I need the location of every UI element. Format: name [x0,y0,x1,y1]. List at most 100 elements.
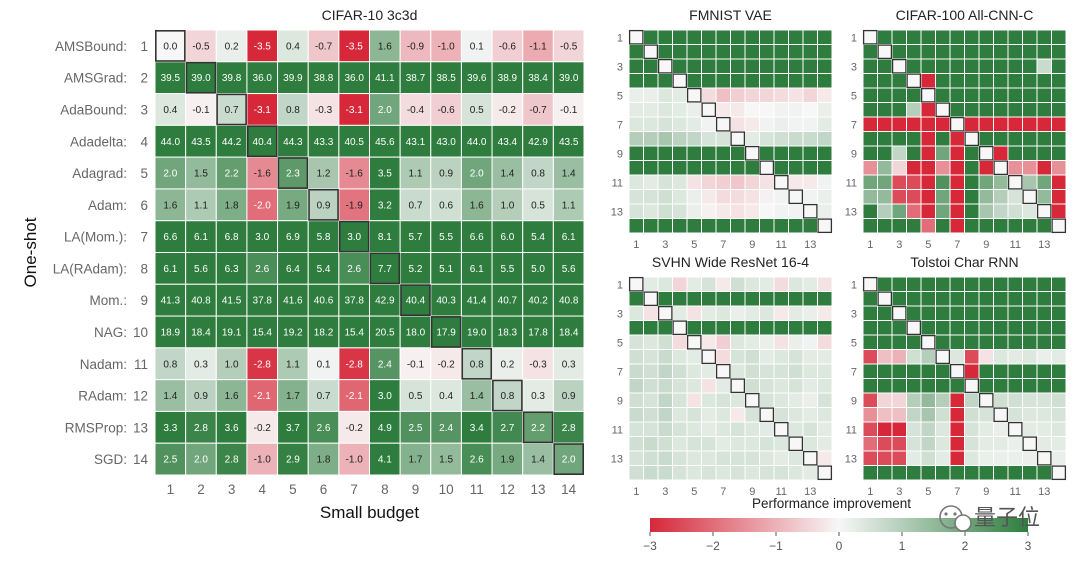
panel-cell [1007,349,1023,365]
panel-y-tick: 7 [851,366,857,378]
panel-cell [1022,276,1038,292]
panel-cell [657,203,673,219]
col-label: 12 [500,482,515,497]
panel-cell [1007,392,1023,408]
col-label: 9 [412,482,420,497]
panel-cell [773,349,789,365]
panel-diagonal [920,334,936,350]
panel-cell [730,174,746,190]
panel-cell [1007,73,1023,89]
panel-cell [935,203,951,219]
heatmap-cell [369,379,401,412]
panel-cell [978,218,994,234]
cell-value: 37.8 [253,296,273,307]
panel-cell [877,421,893,437]
panel-cell [817,392,833,408]
heatmap-cell [338,61,371,95]
panel-y-tick: 5 [851,90,857,102]
panel-cell [628,450,644,466]
cell-value: 3.6 [225,423,239,434]
col-label: 4 [258,482,266,497]
panel-cell [1007,44,1023,60]
panel-cell [715,421,731,437]
panel-cell [788,305,804,321]
panel-cell [964,276,980,292]
cell-value: 39.5 [161,73,181,84]
panel-cell [672,378,688,394]
row-label: Adagrad: [72,166,127,181]
row-label: SGD: [94,452,127,467]
cell-value: 18.3 [498,327,518,338]
panel-cell [672,102,688,118]
row-number: 1 [140,39,148,54]
diagonal-highlight [400,284,431,317]
diagonal-highlight [461,347,493,380]
panel-cell [701,29,717,45]
heatmap-cell [399,124,432,158]
panel-cell [773,407,789,423]
panel-cell [672,116,688,132]
panel-cell [773,363,789,379]
panel-cell [672,58,688,74]
panel-cell [935,334,951,350]
panel-cell [759,189,775,205]
panel-diagonal [686,87,702,103]
panel-cell [701,58,717,74]
panel-cell [759,174,775,190]
panel-cell [1022,421,1038,437]
panel-x-tick: 5 [691,486,697,498]
panel-cell [949,378,965,394]
panel-cell [715,320,731,336]
col-label: 6 [320,482,328,497]
heatmap-cell [460,442,493,476]
panel-cell [993,174,1009,190]
panel-cell [906,305,922,321]
cell-value: 41.3 [161,296,181,307]
panel-cell [788,450,804,466]
cell-value: 0.4 [286,41,300,52]
panel-cell [906,392,922,408]
panel-cell [701,378,717,394]
colorbar-ticks: −3 −2 −1 0 1 2 3 [643,532,1032,553]
panel-cell [920,349,936,365]
panel-cell [949,44,965,60]
heatmap-cell [338,442,371,476]
panel-cell [672,145,688,161]
panel-cell [891,363,907,379]
heatmap-cell [215,156,248,190]
cell-value: -3.1 [346,105,364,116]
panel-cell [715,334,731,350]
panel-cell [978,305,994,321]
cell-value: 2.4 [439,423,453,434]
panel-cell [788,363,804,379]
heatmap-cell [552,283,585,317]
panel-diagonal [686,334,702,350]
cell-value: 1.4 [163,391,177,402]
heatmap-cell [399,347,432,381]
cell-value: 39.9 [283,73,303,84]
panel-cell [788,218,804,234]
panel-cell [964,29,980,45]
panel-cell [906,407,922,423]
panel-cell [949,320,965,336]
panel-y-tick: 11 [846,177,857,189]
panel-cell [964,450,980,466]
panel-cell [891,87,907,103]
panel-y-tick: 11 [612,424,623,436]
panel-cell [1051,174,1067,190]
heatmap-cell [277,252,309,285]
panel-cell [1007,131,1023,147]
panel-cell [1051,334,1067,350]
heatmap-cell [338,188,371,222]
panel-cell [744,305,760,321]
cell-value: 6.9 [286,232,300,243]
panel-cell [1036,450,1052,466]
panel-cell [788,334,804,350]
panel-cell [657,116,673,132]
panel-cell [817,363,833,379]
panel-x-tick: 1 [867,486,873,498]
row-number: 6 [140,198,148,213]
cell-value: 2.8 [194,423,208,434]
panel-cell [817,116,833,132]
cell-value: 40.4 [253,137,273,148]
